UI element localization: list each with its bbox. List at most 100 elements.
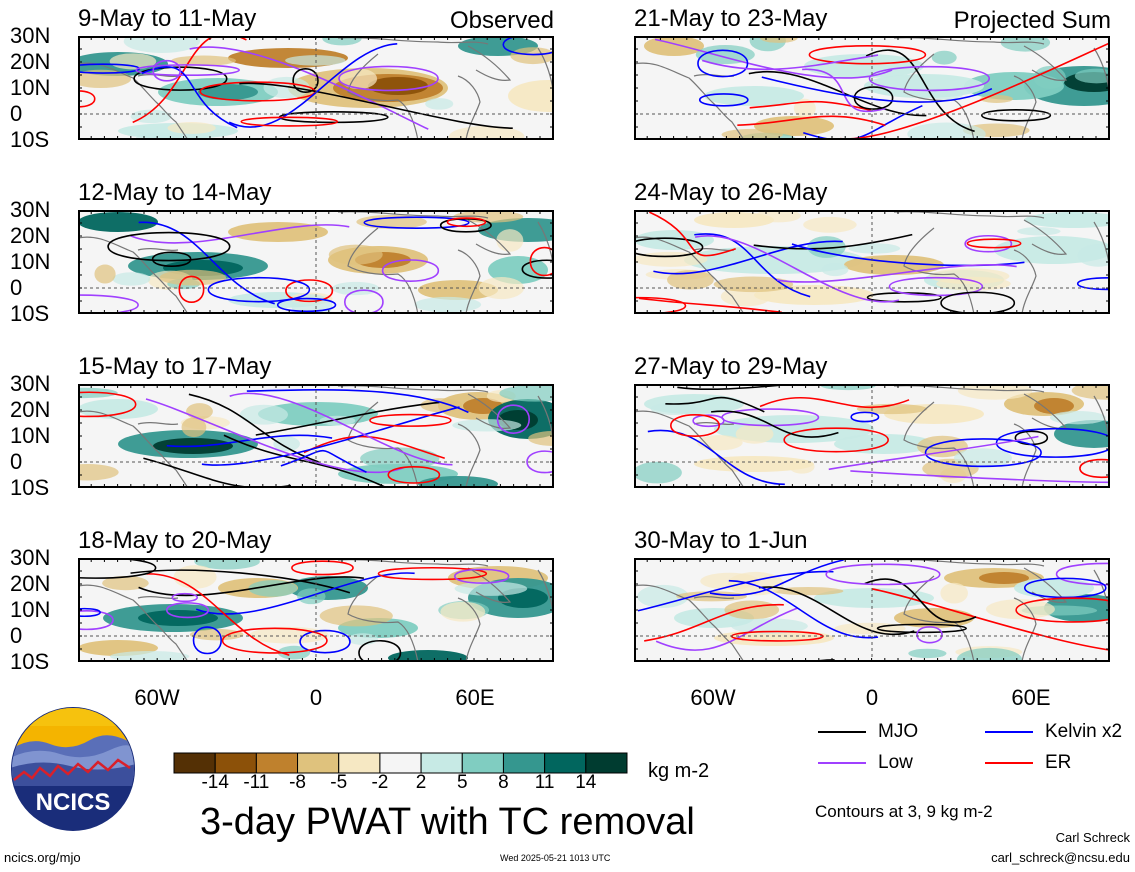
pwat-anomaly-patch <box>634 230 714 250</box>
colorbar-swatch <box>379 752 422 774</box>
colorbar-swatch <box>173 752 216 774</box>
contour-line <box>240 116 339 127</box>
legend-er-swatch <box>985 762 1033 764</box>
contour-line <box>802 68 886 113</box>
contour-line <box>107 231 231 262</box>
colorbar-swatch <box>255 752 299 774</box>
coastline <box>903 53 975 140</box>
panel-title-6: 24-May to 26-May <box>634 179 828 206</box>
contour-line <box>303 435 445 459</box>
pwat-anomaly-patch <box>496 229 524 252</box>
contour-line <box>995 427 1110 458</box>
pwat-anomaly-patch <box>704 86 804 106</box>
contour-line <box>853 86 894 110</box>
pwat-anomaly-patch <box>78 399 158 419</box>
pwat-anomaly-patch <box>925 88 964 100</box>
pwat-anomaly-patch <box>78 464 119 481</box>
pwat-anomaly-patch <box>112 272 151 286</box>
pwat-anomaly-patch <box>273 436 300 452</box>
pwat-anomaly-patch <box>931 50 957 65</box>
pwat-anomaly-patch <box>510 47 554 65</box>
contour-line <box>649 211 736 257</box>
pwat-anomaly-patch <box>328 244 383 265</box>
pwat-anomaly-patch <box>957 384 1033 400</box>
lat-label: 0 <box>10 623 23 648</box>
pwat-anomaly-patch <box>189 628 244 641</box>
projected-label: Projected Sum <box>953 7 1111 34</box>
contour-line <box>644 603 784 642</box>
lat-label: 10N <box>10 75 51 100</box>
pwat-anomaly-patch <box>735 424 774 444</box>
colorbar-tick-label: 11 <box>534 772 555 793</box>
map-panel-5 <box>634 36 1110 140</box>
coastline <box>1023 567 1068 603</box>
contour-line <box>753 233 913 250</box>
pwat-anomaly-patch <box>694 212 774 228</box>
contour-line <box>171 592 199 603</box>
coastline <box>137 595 179 600</box>
contour-line <box>709 559 844 597</box>
contour-line <box>529 246 554 277</box>
pwat-anomaly-patch <box>109 650 190 662</box>
contour-line <box>876 623 967 634</box>
pwat-anomaly-patch <box>804 54 924 78</box>
map-panel-8 <box>634 558 1110 662</box>
footer-url[interactable]: ncics.org/mjo <box>4 850 81 865</box>
pwat-anomaly-patch <box>979 572 1029 584</box>
contour-line <box>864 578 977 623</box>
footer-email[interactable]: carl_schreck@ncsu.edu <box>991 850 1130 865</box>
coastline <box>467 219 512 255</box>
contour-line <box>246 388 469 414</box>
contour-line <box>1023 577 1107 599</box>
pwat-anomaly-patch <box>834 434 934 454</box>
coastline <box>78 584 189 662</box>
lat-label: 20N <box>10 571 51 596</box>
colorbar-tick-label: 5 <box>456 772 468 793</box>
contour-line <box>78 610 114 631</box>
contour-line <box>229 392 453 466</box>
pwat-anomaly-patch <box>94 264 116 284</box>
pwat-anomaly-patch <box>697 435 743 451</box>
pwat-anomaly-patch <box>953 448 1012 468</box>
coastline <box>634 410 745 488</box>
pwat-anomaly-patch <box>418 280 498 300</box>
panel-title-5: 21-May to 23-May <box>634 5 828 32</box>
contour-line <box>166 434 333 448</box>
contour-line <box>868 65 991 92</box>
contour-line <box>369 413 452 427</box>
pwat-anomaly-patch <box>929 268 1010 285</box>
contour-line <box>78 90 96 108</box>
pwat-anomaly-patch <box>789 459 815 474</box>
colorbar <box>173 752 628 774</box>
contour-line <box>255 401 440 436</box>
pwat-anomaly-patch <box>1049 410 1106 425</box>
contour-line <box>759 397 910 409</box>
pwat-anomaly-patch <box>186 403 213 420</box>
pwat-anomaly-patch <box>721 128 783 140</box>
pwat-anomaly-patch <box>130 109 172 124</box>
pwat-anomaly-patch <box>440 601 486 622</box>
contour-line <box>1079 458 1110 478</box>
contour-line <box>839 42 1110 140</box>
colorbar-units: kg m-2 <box>648 760 710 782</box>
coastline <box>78 236 189 314</box>
pwat-anomaly-patch <box>528 431 554 446</box>
coastline <box>457 423 481 488</box>
coastline <box>634 236 745 314</box>
contour-line <box>721 408 820 427</box>
pwat-anomaly-patch <box>360 447 440 470</box>
lat-label: 10S <box>10 475 50 500</box>
panel-title-8: 30-May to 1-Jun <box>634 527 808 554</box>
pwat-anomaly-patch <box>425 98 454 110</box>
pwat-anomaly-patch <box>452 419 522 432</box>
pwat-anomaly-patch <box>1000 36 1051 52</box>
contour-line <box>192 626 222 655</box>
map-panel-7 <box>634 384 1110 488</box>
contour-line <box>777 263 1017 283</box>
lat-label: 10N <box>10 423 51 448</box>
legend-mjo-label: MJO <box>878 721 919 742</box>
colorbar-swatch <box>461 752 504 774</box>
contour-line <box>166 602 210 619</box>
lat-label: 10S <box>10 649 50 674</box>
pwat-anomaly-patch <box>773 586 844 596</box>
